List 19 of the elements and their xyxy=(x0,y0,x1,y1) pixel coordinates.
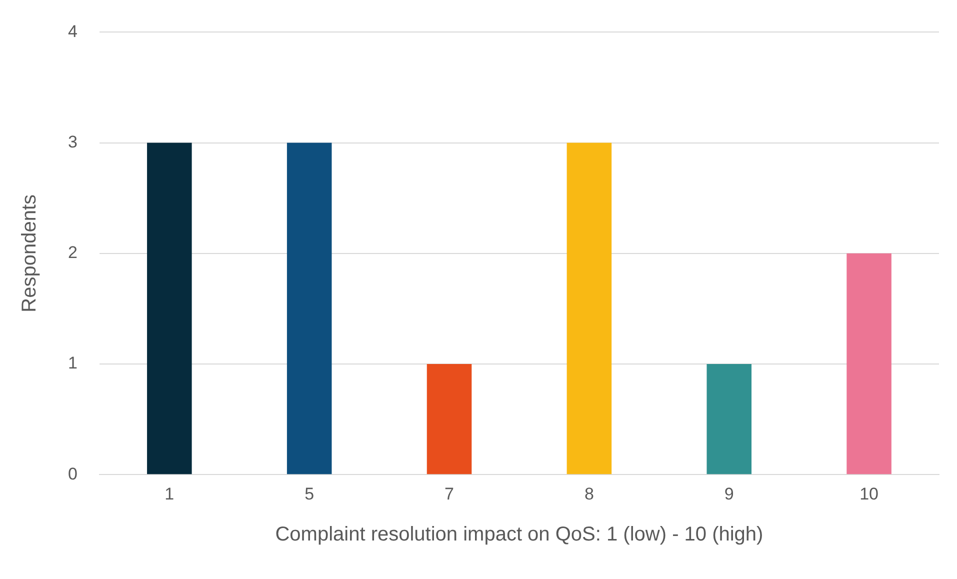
y-tick-label: 0 xyxy=(68,464,78,484)
bar xyxy=(566,142,612,474)
x-tick-label: 7 xyxy=(444,484,454,504)
y-axis-title: Respondents xyxy=(18,194,41,312)
x-tick-label: 5 xyxy=(304,484,314,504)
x-tick-label: 10 xyxy=(860,484,878,504)
bar xyxy=(706,364,752,474)
bar xyxy=(286,142,332,474)
bar xyxy=(846,253,892,474)
y-tick-label: 1 xyxy=(68,354,78,373)
bar xyxy=(147,142,192,474)
x-tick-label: 9 xyxy=(724,484,734,504)
y-tick-label: 3 xyxy=(68,132,78,152)
x-axis-title: Complaint resolution impact on QoS: 1 (low) - 10 (high) xyxy=(275,524,764,546)
bar xyxy=(426,364,472,474)
x-tick-label: 1 xyxy=(164,484,174,504)
y-tick-label: 4 xyxy=(68,22,78,41)
y-tick-label: 2 xyxy=(68,243,78,262)
x-tick-label: 8 xyxy=(584,484,594,504)
